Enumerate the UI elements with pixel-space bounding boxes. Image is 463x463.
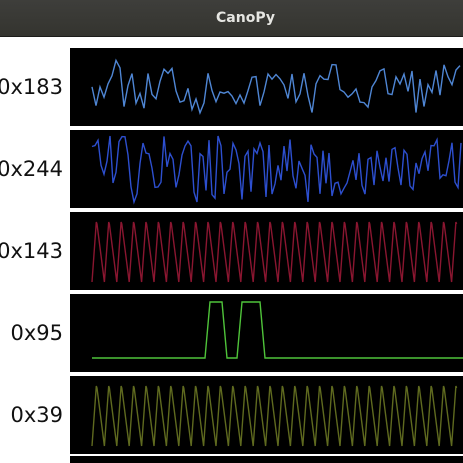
plot-label-0x244: 0x244 — [0, 157, 63, 181]
plot-label-0x95: 0x95 — [10, 321, 63, 345]
waveform-line-0x95 — [92, 301, 463, 359]
plot-partial-next — [70, 456, 463, 463]
waveform-line-0x183 — [91, 58, 461, 115]
plot-area: 0x183 0x244 0x143 0x95 0x39 — [0, 37, 463, 463]
plot-label-0x39: 0x39 — [10, 403, 63, 427]
window-title: CanoPy — [216, 10, 275, 26]
plot-label-0x143: 0x143 — [0, 239, 63, 263]
plot-0x183 — [70, 48, 463, 126]
waveform-0x244 — [91, 135, 462, 205]
waveform-0x143 — [91, 221, 458, 283]
waveform-line-0x143 — [91, 221, 458, 283]
waveform-0x183 — [91, 58, 461, 115]
plot-0x143 — [70, 212, 463, 290]
plot-0x39 — [70, 376, 463, 454]
plot-0x95 — [70, 294, 463, 372]
waveform-line-0x244 — [91, 135, 462, 205]
plot-0x244 — [70, 130, 463, 208]
waveform-line-0x39 — [91, 385, 458, 447]
plot-label-0x183: 0x183 — [0, 75, 63, 99]
waveform-0x95 — [92, 301, 463, 359]
window-title-bar: CanoPy — [0, 0, 463, 37]
waveform-0x39 — [91, 385, 458, 447]
